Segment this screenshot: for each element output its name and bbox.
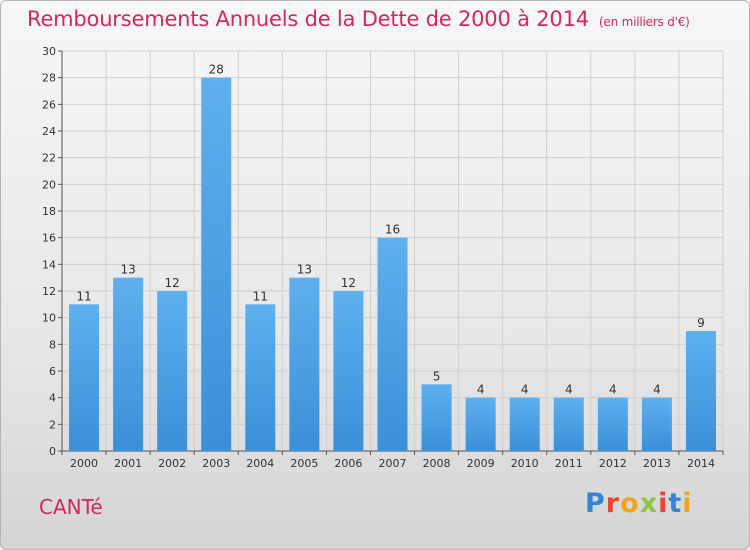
data-label: 4 [565,383,573,397]
y-tick-label: 8 [49,338,56,351]
x-tick-label: 2004 [246,457,274,470]
bar-2005 [289,277,320,451]
logo-letter: r [605,488,621,519]
chart-title: Remboursements Annuels de la Dette de 20… [27,7,690,31]
x-tick-label: 2010 [511,457,539,470]
logo-letter: i [658,488,669,519]
x-tick-label: 2007 [379,457,407,470]
x-tick-label: 2009 [467,457,495,470]
y-tick-label: 18 [42,205,56,218]
x-tick-label: 2001 [114,457,142,470]
data-label: 13 [120,263,135,277]
proxiti-logo: Proxiti [585,488,693,519]
x-tick-label: 2006 [334,457,362,470]
x-tick-label: 2003 [202,457,230,470]
data-label: 11 [76,289,91,303]
bar-2010 [509,397,540,451]
bar-2008 [421,384,452,451]
data-label: 28 [209,63,224,77]
bar-2012 [597,397,628,451]
data-label: 4 [477,383,485,397]
bar-2002 [157,291,188,451]
bars [69,77,716,452]
y-tick-label: 2 [49,418,56,431]
data-label: 5 [433,369,441,383]
bar-2003 [201,77,232,452]
bar-2014 [685,331,716,451]
commune-name: CANTé [39,495,103,519]
y-tick-label: 26 [42,98,56,111]
y-tick-label: 10 [42,312,56,325]
y-tick-label: 20 [42,178,56,191]
bar-2006 [333,291,364,451]
data-label: 12 [165,276,180,290]
logo-letter: P [585,488,606,519]
chart-subtitle: (en milliers d'€) [598,15,690,29]
logo-letter: x [639,488,659,519]
logo-letter: o [620,488,640,519]
y-tick-label: 24 [42,125,56,138]
bar-2004 [245,304,276,451]
data-label: 13 [297,263,312,277]
bar-2013 [641,397,672,451]
logo-letter: i [682,488,693,519]
x-tick-label: 2013 [643,457,671,470]
x-tick-label: 2011 [555,457,583,470]
chart-title-text: Remboursements Annuels de la Dette de 20… [27,7,589,31]
data-label: 12 [341,276,356,290]
bar-2007 [377,237,408,451]
y-tick-label: 16 [42,232,56,245]
data-labels: 11 13 12 28 11 13 12 16 5 4 4 4 4 4 9 [76,63,704,397]
x-tick-label: 2014 [687,457,715,470]
y-tick-label: 6 [49,365,56,378]
data-label: 4 [653,383,661,397]
y-tick-label: 30 [42,45,56,58]
y-tick-label: 4 [49,392,56,405]
data-label: 4 [609,383,617,397]
y-tick-label: 0 [49,445,56,458]
bar-2009 [465,397,496,451]
y-tick-label: 12 [42,285,56,298]
bar-2011 [553,397,584,451]
bar-2001 [113,277,144,451]
data-label: 9 [697,316,705,330]
x-tick-label: 2005 [290,457,318,470]
y-tick-label: 14 [42,258,56,271]
logo-letter: t [668,488,683,519]
y-tick-label: 22 [42,152,56,165]
x-tick-label: 2012 [599,457,627,470]
y-tick-label: 28 [42,72,56,85]
data-label: 4 [521,383,529,397]
data-label: 11 [253,289,268,303]
data-label: 16 [385,223,400,237]
x-tick-label: 2000 [70,457,98,470]
x-tick-label: 2002 [158,457,186,470]
bar-2000 [69,304,100,451]
x-tick-label: 2008 [423,457,451,470]
